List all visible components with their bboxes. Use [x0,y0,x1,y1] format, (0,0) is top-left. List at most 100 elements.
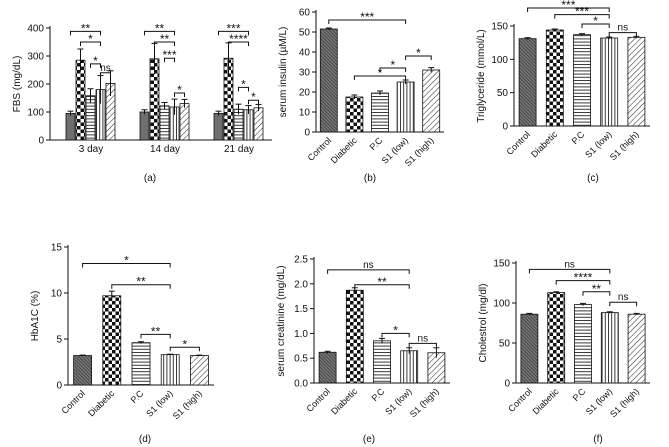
bar-a-s1-low- [243,109,254,141]
significance-label-a: ** [81,21,91,35]
y-tick-label-b: 10 [299,108,311,119]
significance-label-a: ** [160,32,170,46]
panel-c: 0 50 100 150 Triglyceride (mmol/L) ControlDia… [476,0,650,162]
significance-bracket-a [218,30,249,36]
bar-f-diabetic [547,292,566,384]
x-tick-label-f: Diabetic [531,386,561,416]
significance-label-d: * [124,254,129,268]
y-tick-label-e: 1.5 [294,304,308,315]
x-tick-label-e: Diabetic [329,386,359,416]
panel-label-f: (f) [593,434,602,445]
bar-d-diabetic [102,295,122,386]
x-tick-label-b: P.C [368,135,385,152]
x-tick-label-b: Diabetic [329,135,359,165]
panel-label-b: (b) [364,173,376,184]
significance-label-f: ns [564,259,575,270]
y-axis-label-a: FBS (mg/dL) [12,56,23,113]
significance-label-e: ** [377,275,387,289]
x-tick-label-c: Control [504,129,532,157]
y-tick-label-f: 150 [493,259,510,270]
x-tick-label-d: Diabetic [86,388,116,418]
bar-f-control [520,313,539,384]
y-tick-label-e: 0.0 [294,379,308,390]
significance-label-e: * [393,323,398,337]
y-axis-label-b: serum insulin (µM/L) [278,27,289,118]
significance-label-c: *** [561,0,575,12]
bar-c-diabetic [545,29,564,127]
y-tick-label-b: 50 [299,28,311,39]
x-tick-label-e: Control [304,386,332,414]
significance-label-e: ns [363,260,374,271]
significance-bracket-f [555,280,611,285]
y-tick-label-c: 0 [502,122,508,133]
bar-e-diabetic [345,289,364,384]
bar-b-s1-high- [422,69,441,133]
bar-f-s1-low- [600,312,619,384]
significance-label-a: * [251,90,256,104]
significance-label-c: ns [618,23,629,34]
significance-label-a: *** [162,48,176,62]
significance-bracket-a [100,72,111,77]
bar-e-p-c [373,340,391,384]
significance-bracket-a [144,30,175,36]
x-tick-label-e: P.C [370,386,387,403]
significance-label-b: *** [360,10,374,24]
significance-label-b: * [390,58,395,72]
x-tick-label-c: P.C [570,129,587,146]
bar-c-control [518,38,537,127]
significance-label-c: *** [575,5,589,19]
bar-a-control [213,113,224,141]
y-tick-label-a: 100 [27,108,44,119]
significance-bracket-b [405,55,432,60]
y-tick-label-e: 0.5 [294,354,308,365]
significance-bracket-a [174,92,185,97]
x-tick-label-a: 3 day [79,144,103,155]
bar-f-s1-high- [627,313,646,384]
y-axis-label-d: HbA1C (%) [30,291,41,342]
y-tick-label-f: 100 [493,299,510,310]
panel-e: 0.0 0.5 1.0 1.5 2.0 2.5 serum creatinine (mg/d… [276,255,450,419]
x-tick-label-d: Control [59,388,87,416]
y-tick-label-f: 0 [504,379,510,390]
significance-label-d: ** [136,275,146,289]
bar-c-s1-high- [627,36,646,127]
significance-bracket-a [238,86,249,92]
y-tick-label-b: 20 [299,88,311,99]
y-axis-label-e: serum creatinine (mg/dL) [276,265,287,376]
significance-bracket-a [80,41,101,46]
x-tick-label-f: P.C [571,386,588,403]
panel-label-c: (c) [587,173,599,184]
y-tick-label-e: 2.0 [294,279,308,290]
bar-e-s1-low- [400,350,419,384]
panel-label-d: (d) [139,434,151,445]
significance-bracket-c [527,7,610,12]
significance-bracket-b [353,75,407,80]
significance-label-f: ns [618,292,629,303]
significance-label-b: * [378,66,383,80]
y-tick-label-d: 0 [56,381,62,392]
bar-b-diabetic [345,96,364,133]
y-tick-label-a: 300 [27,52,44,63]
significance-label-a: *** [226,21,240,35]
bar-c-s1-low- [600,37,619,127]
y-tick-label-a: 200 [27,80,44,91]
y-tick-label-d: 15 [51,243,63,254]
significance-bracket-d [82,263,171,268]
significance-bracket-a [154,41,175,46]
significance-label-a: ** [155,21,165,35]
y-tick-label-b: 40 [299,48,311,59]
significance-bracket-a [228,41,249,46]
y-tick-label-c: 50 [497,88,509,99]
bar-a-s1-high- [179,103,190,141]
significance-label-f: **** [574,271,593,285]
y-tick-label-c: 150 [491,22,508,33]
y-tick-label-d: 5 [56,335,62,346]
significance-bracket-e [381,332,410,338]
bar-a-diabetic [75,59,86,141]
bar-b-s1-low- [396,81,415,133]
significance-bracket-f [609,301,638,307]
significance-bracket-a [70,30,101,36]
